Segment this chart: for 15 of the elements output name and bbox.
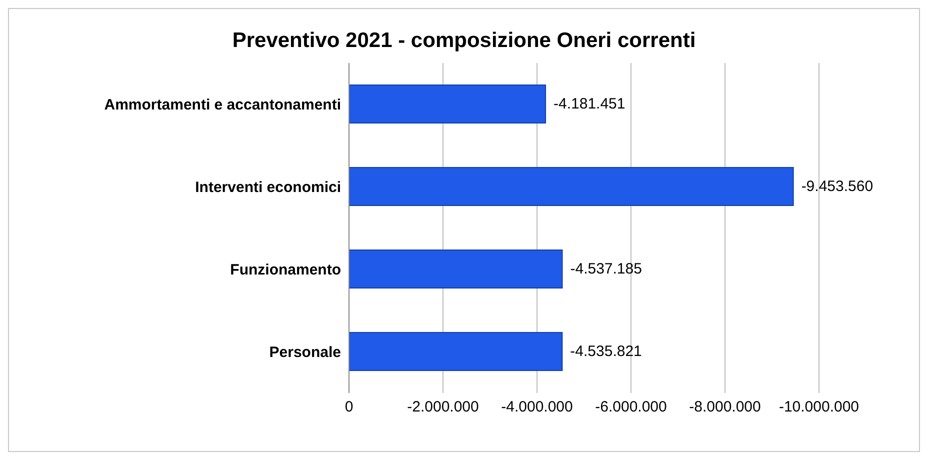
data-label: -4.537.185 <box>570 260 642 278</box>
y-tick-label: Funzionamento <box>230 262 341 279</box>
chart-title: Preventivo 2021 - composizione Oneri correnti <box>231 29 697 53</box>
y-tick-label: Ammortamenti e accantonamenti <box>104 96 341 114</box>
data-label: -9.453.560 <box>801 178 874 195</box>
y-tick-label: Interventi economici <box>195 179 341 196</box>
x-tick-label: -6.000.000 <box>595 398 667 416</box>
data-label: -4.535.821 <box>570 343 642 360</box>
x-tick-label: -8.000.000 <box>689 398 761 416</box>
data-label: -4.181.451 <box>554 96 626 112</box>
x-tick-label: -4.000.000 <box>501 398 573 416</box>
x-tick-label: -10.000.000 <box>778 398 860 416</box>
x-tick-label: -2.000.000 <box>407 398 479 416</box>
y-tick-label: Personale <box>269 344 341 362</box>
x-tick-label: 0 <box>344 398 354 416</box>
